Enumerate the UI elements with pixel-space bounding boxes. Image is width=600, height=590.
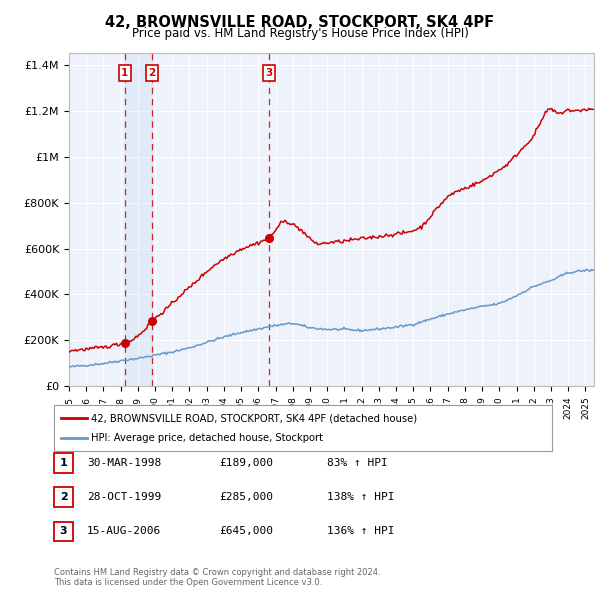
Text: 138% ↑ HPI: 138% ↑ HPI	[327, 492, 395, 502]
Text: HPI: Average price, detached house, Stockport: HPI: Average price, detached house, Stoc…	[91, 434, 323, 444]
Text: 30-MAR-1998: 30-MAR-1998	[87, 458, 161, 467]
Text: 83% ↑ HPI: 83% ↑ HPI	[327, 458, 388, 467]
Text: 2: 2	[60, 492, 67, 502]
Text: 136% ↑ HPI: 136% ↑ HPI	[327, 526, 395, 536]
Text: £189,000: £189,000	[219, 458, 273, 467]
Text: 3: 3	[60, 526, 67, 536]
Text: 2: 2	[149, 68, 156, 78]
Text: £645,000: £645,000	[219, 526, 273, 536]
Text: 42, BROWNSVILLE ROAD, STOCKPORT, SK4 4PF: 42, BROWNSVILLE ROAD, STOCKPORT, SK4 4PF	[106, 15, 494, 30]
Text: Price paid vs. HM Land Registry's House Price Index (HPI): Price paid vs. HM Land Registry's House …	[131, 27, 469, 40]
Text: 28-OCT-1999: 28-OCT-1999	[87, 492, 161, 502]
Text: 42, BROWNSVILLE ROAD, STOCKPORT, SK4 4PF (detached house): 42, BROWNSVILLE ROAD, STOCKPORT, SK4 4PF…	[91, 413, 418, 423]
Text: Contains HM Land Registry data © Crown copyright and database right 2024.
This d: Contains HM Land Registry data © Crown c…	[54, 568, 380, 587]
Text: £285,000: £285,000	[219, 492, 273, 502]
Text: 1: 1	[121, 68, 128, 78]
Bar	[125, 53, 152, 386]
Text: 15-AUG-2006: 15-AUG-2006	[87, 526, 161, 536]
Text: 1: 1	[60, 458, 67, 467]
Text: 3: 3	[265, 68, 272, 78]
